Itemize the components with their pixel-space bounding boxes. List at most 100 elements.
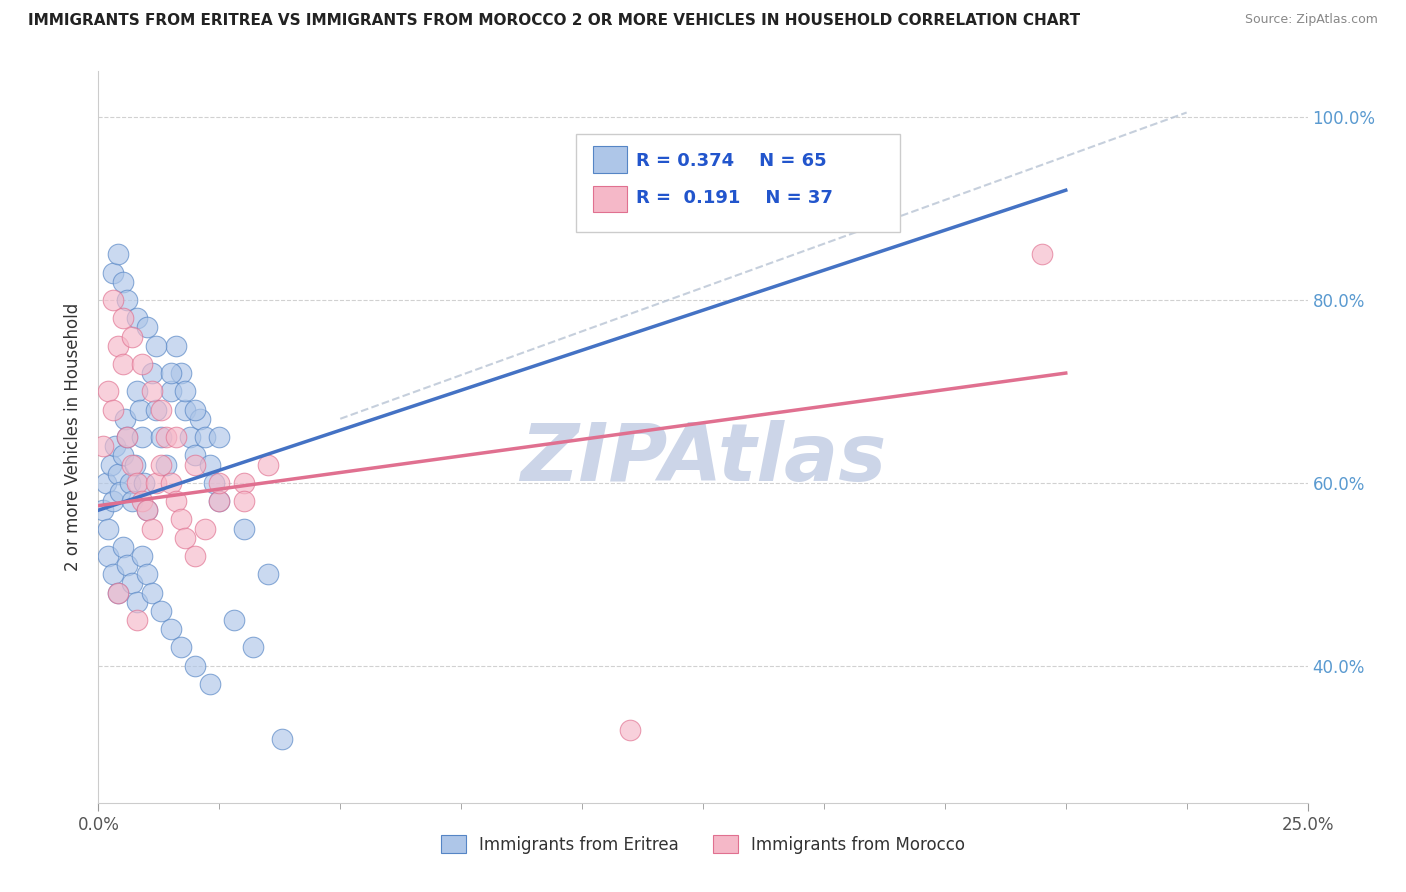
Point (131, 549, 153, 563)
Point (117, 430, 139, 444)
Point (124, 458, 146, 472)
Point (111, 357, 134, 371)
Point (232, 494, 254, 508)
Point (160, 366, 183, 380)
Point (91, 439, 114, 453)
Point (208, 494, 231, 508)
Point (121, 458, 143, 472)
Y-axis label: 2 or more Vehicles in Household: 2 or more Vehicles in Household (65, 303, 83, 571)
Point (184, 658, 207, 673)
Point (208, 475, 231, 490)
Point (174, 402, 197, 417)
Point (619, 723, 641, 737)
Point (114, 412, 136, 426)
Point (145, 475, 167, 490)
Point (131, 357, 153, 371)
Point (111, 311, 134, 326)
Point (117, 430, 139, 444)
Point (135, 503, 157, 517)
Point (135, 503, 157, 517)
Point (108, 485, 131, 500)
Point (222, 613, 245, 627)
Point (184, 458, 207, 472)
Text: R = 0.374    N = 65: R = 0.374 N = 65 (636, 152, 827, 169)
Point (91, 503, 114, 517)
Point (127, 384, 149, 399)
Point (127, 311, 149, 326)
Point (179, 430, 201, 444)
Point (1031, 247, 1053, 261)
Point (141, 521, 163, 535)
Point (160, 622, 183, 636)
Point (150, 604, 173, 618)
Point (97, 521, 120, 535)
Point (169, 512, 191, 526)
Point (97, 549, 120, 563)
Point (155, 430, 177, 444)
Point (198, 458, 221, 472)
Point (160, 384, 183, 399)
Point (256, 567, 278, 582)
Point (232, 521, 254, 535)
Point (117, 293, 139, 307)
Point (150, 458, 173, 472)
Point (107, 467, 129, 481)
Point (107, 247, 129, 261)
Point (128, 402, 150, 417)
Point (150, 402, 173, 417)
Point (184, 402, 207, 417)
Point (121, 576, 143, 591)
Point (242, 640, 264, 655)
Point (107, 339, 129, 353)
Point (135, 567, 157, 582)
Point (145, 402, 167, 417)
Point (232, 475, 254, 490)
Point (198, 677, 221, 691)
Point (204, 475, 226, 490)
Text: IMMIGRANTS FROM ERITREA VS IMMIGRANTS FROM MOROCCO 2 OR MORE VEHICLES IN HOUSEHO: IMMIGRANTS FROM ERITREA VS IMMIGRANTS FR… (28, 13, 1080, 29)
Point (121, 329, 143, 343)
Point (150, 430, 173, 444)
Point (145, 339, 167, 353)
Point (194, 430, 217, 444)
Point (165, 494, 187, 508)
Point (160, 475, 183, 490)
Point (208, 430, 231, 444)
Point (174, 531, 197, 545)
Point (118, 475, 141, 490)
Text: R =  0.191    N = 37: R = 0.191 N = 37 (636, 189, 832, 207)
Point (101, 293, 124, 307)
Point (111, 540, 134, 554)
Point (127, 595, 149, 609)
Point (184, 449, 207, 463)
Point (165, 339, 187, 353)
Point (155, 458, 177, 472)
Point (131, 430, 153, 444)
Point (107, 585, 129, 599)
Point (134, 475, 156, 490)
Point (165, 430, 187, 444)
Point (131, 494, 153, 508)
Point (135, 320, 157, 334)
Point (127, 613, 149, 627)
Point (141, 384, 163, 399)
Point (194, 521, 217, 535)
Point (111, 275, 134, 289)
Text: Source: ZipAtlas.com: Source: ZipAtlas.com (1244, 13, 1378, 27)
Point (208, 494, 231, 508)
Point (256, 458, 278, 472)
Point (97, 384, 120, 399)
Point (101, 494, 124, 508)
Point (101, 567, 124, 582)
Point (169, 640, 191, 655)
Point (271, 731, 294, 746)
Point (100, 458, 122, 472)
Point (127, 475, 149, 490)
Point (169, 366, 191, 380)
Point (141, 585, 163, 599)
Point (188, 412, 211, 426)
Point (107, 585, 129, 599)
Point (174, 384, 197, 399)
Text: ZIPAtlas: ZIPAtlas (520, 420, 886, 498)
Point (111, 449, 134, 463)
